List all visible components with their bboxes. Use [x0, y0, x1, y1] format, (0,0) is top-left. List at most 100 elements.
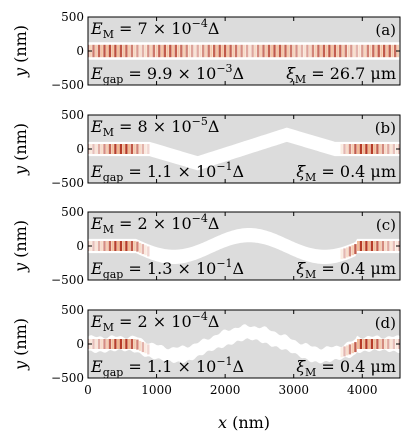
panel-letter: (d)	[375, 314, 396, 332]
wave-stripe	[213, 44, 216, 58]
y-tick-label: 500	[61, 303, 84, 317]
wave-stripe	[311, 44, 315, 58]
wave-stripe	[133, 339, 136, 349]
wave-stripe	[347, 44, 350, 58]
nanowire-channel	[88, 228, 400, 264]
wave-stripe	[138, 44, 142, 58]
wave-stripe	[133, 144, 136, 154]
wave-stripe	[97, 339, 101, 349]
wave-stripe	[117, 241, 120, 251]
wave-stripe	[152, 44, 155, 58]
egap-annotation: Egap = 1.1 × 10−1Δ	[90, 355, 244, 379]
wave-stripe	[354, 342, 357, 353]
wave-stripe	[111, 339, 114, 349]
egap-annotation: Egap = 9.9 × 10−3Δ	[90, 62, 244, 86]
wave-stripe	[389, 144, 393, 154]
wave-stripe	[367, 144, 371, 154]
x-tick-label: 0	[84, 383, 92, 397]
wave-stripe	[106, 241, 109, 251]
x-axis-label: x (nm)	[218, 413, 270, 432]
wave-stripe	[362, 144, 365, 154]
wave-stripe	[343, 346, 346, 357]
wave-stripe	[339, 44, 342, 58]
wave-stripe	[147, 144, 150, 154]
xi-annotation: ξM = 26.7 μm	[286, 64, 396, 86]
wave-stripe	[180, 44, 183, 58]
wave-stripe	[387, 339, 390, 349]
wave-stripe	[270, 44, 273, 58]
wave-stripe	[381, 144, 385, 154]
wave-stripe	[125, 339, 128, 349]
wave-stripe	[374, 44, 378, 58]
wave-stripe	[295, 44, 298, 58]
wave-stripe	[278, 44, 282, 58]
wave-stripe	[215, 44, 219, 58]
wave-stripe	[97, 144, 101, 154]
wave-stripe	[348, 246, 352, 257]
em-annotation: EM = 7 × 10−4Δ	[90, 17, 219, 41]
wave-stripe	[122, 241, 125, 251]
wave-stripe	[133, 241, 136, 251]
wave-stripe	[330, 44, 334, 58]
wave-stripe	[351, 343, 354, 354]
wave-stripe	[343, 248, 346, 259]
y-tick-label: −500	[51, 176, 84, 190]
xi-annotation: ξM = 0.4 μm	[296, 357, 396, 379]
wave-stripe	[265, 44, 268, 58]
wave-stripe	[106, 44, 109, 58]
wave-stripe	[108, 339, 112, 349]
wave-stripe	[384, 144, 387, 154]
wave-stripe	[100, 144, 103, 154]
panel-b: 500 0 −500 y (nm) EM = 8 × 10−5Δ Egap = 1.1 ×…	[11, 108, 401, 190]
wave-stripe	[103, 241, 106, 251]
wave-stripe	[160, 44, 164, 58]
wave-stripe	[287, 44, 290, 58]
wave-stripe	[141, 44, 145, 58]
y-tick-label: 500	[61, 205, 84, 219]
wave-stripe	[309, 44, 312, 58]
wave-stripe	[358, 44, 361, 58]
wave-stripe	[191, 44, 194, 58]
wave-stripe	[177, 44, 180, 58]
wave-stripe	[114, 44, 117, 58]
wave-stripe	[122, 44, 125, 58]
wave-stripe	[344, 44, 347, 58]
wave-stripe	[141, 244, 145, 255]
wave-stripe	[232, 44, 235, 58]
wave-stripe	[314, 44, 317, 58]
wave-stripe	[340, 144, 343, 154]
wave-stripe	[141, 144, 145, 154]
wave-stripe	[383, 44, 386, 58]
wave-stripe	[267, 44, 271, 58]
wave-stripe	[193, 44, 197, 58]
wave-stripe	[229, 44, 232, 58]
wave-stripe	[376, 241, 379, 251]
wave-stripe	[92, 241, 95, 251]
wave-stripe	[317, 44, 320, 58]
wave-stripe	[354, 244, 357, 255]
wave-stripe	[289, 44, 293, 58]
wave-stripe	[108, 144, 112, 154]
wave-stripe	[185, 44, 188, 58]
wave-stripe	[117, 144, 120, 154]
wave-stripe	[351, 144, 354, 154]
wave-stripe	[100, 241, 103, 251]
wave-stripe	[387, 241, 390, 251]
wave-stripe	[125, 241, 128, 251]
wave-stripe	[348, 144, 352, 154]
wave-stripe	[136, 144, 139, 154]
nanowire-channel	[88, 127, 400, 171]
wave-stripe	[341, 44, 345, 58]
wave-stripe	[240, 44, 243, 58]
wave-stripe	[254, 44, 257, 58]
wave-stripe	[376, 144, 379, 154]
wave-stripe	[306, 44, 309, 58]
wave-stripe	[377, 44, 380, 58]
wave-stripe	[292, 44, 295, 58]
wave-stripe	[130, 144, 134, 154]
wave-stripe	[144, 343, 147, 354]
wave-stripe	[281, 44, 284, 58]
wave-stripe	[100, 44, 103, 58]
